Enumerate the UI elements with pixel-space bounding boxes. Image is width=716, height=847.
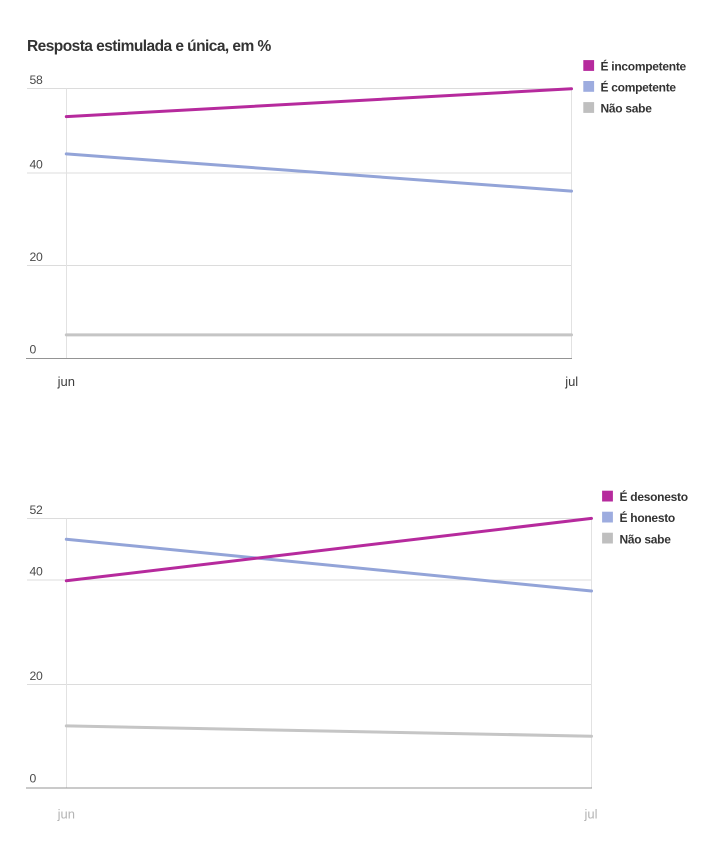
svg-text:jul: jul [583, 807, 597, 822]
svg-text:Não sabe: Não sabe [601, 102, 653, 116]
svg-text:É competente: É competente [601, 80, 677, 95]
svg-text:jun: jun [57, 374, 75, 389]
svg-text:jun: jun [57, 807, 75, 822]
svg-text:0: 0 [30, 343, 37, 357]
svg-text:40: 40 [30, 565, 43, 579]
svg-text:40: 40 [30, 158, 43, 172]
svg-text:É incompetente: É incompetente [601, 59, 687, 74]
svg-text:20: 20 [30, 250, 43, 264]
svg-text:52: 52 [30, 503, 43, 517]
svg-text:58: 58 [30, 73, 43, 87]
svg-text:Não sabe: Não sabe [620, 532, 672, 546]
svg-text:Resposta estimulada e única, e: Resposta estimulada e única, em % [27, 38, 271, 55]
svg-text:20: 20 [30, 669, 43, 683]
svg-text:É desonesto: É desonesto [620, 489, 688, 504]
svg-text:jul: jul [564, 374, 578, 389]
svg-text:É honesto: É honesto [620, 510, 675, 525]
svg-text:0: 0 [30, 772, 37, 786]
